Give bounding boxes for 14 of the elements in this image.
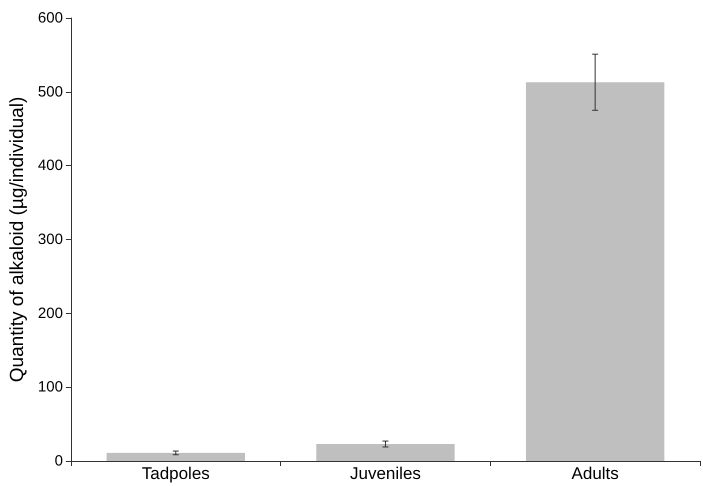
- y-tick-label: 600: [38, 10, 63, 26]
- y-tick-label: 100: [38, 378, 63, 396]
- y-tick-label: 400: [38, 157, 63, 174]
- x-tick-label: Tadpoles: [142, 464, 210, 483]
- x-tick-label: Juveniles: [350, 464, 421, 483]
- y-tick-label: 200: [38, 304, 63, 322]
- bar: [526, 82, 664, 461]
- y-tick-label: 300: [38, 231, 63, 248]
- bar: [316, 444, 455, 461]
- y-tick-label: 0: [54, 452, 63, 470]
- y-axis-title: Quantity of alkaloid (µg/individual): [7, 96, 28, 382]
- x-tick-label: Adults: [572, 464, 619, 483]
- bar: [106, 452, 245, 461]
- y-tick-label: 500: [38, 83, 63, 100]
